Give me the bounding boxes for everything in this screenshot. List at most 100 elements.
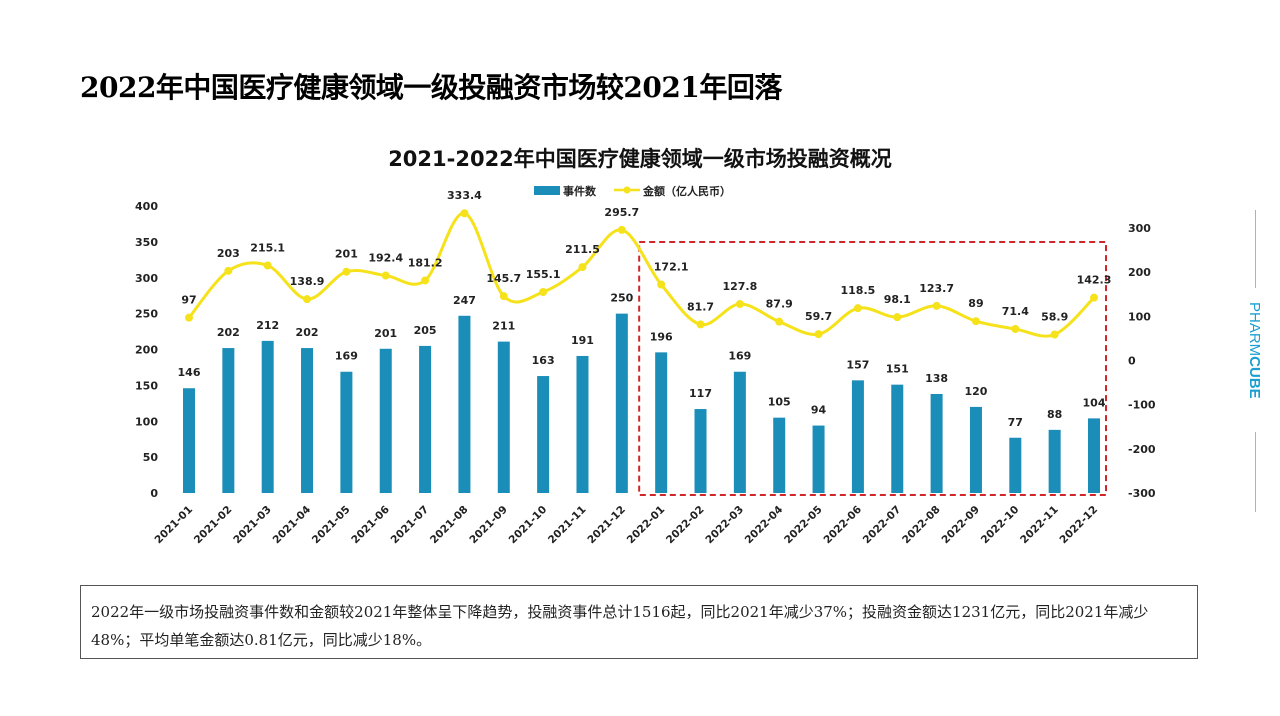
line-point (499, 292, 508, 301)
y-left-tick-label: 250 (135, 308, 158, 321)
bar (301, 348, 314, 493)
line-label: 123.7 (919, 282, 954, 295)
bar (1088, 418, 1100, 493)
line-label: 211.5 (565, 243, 600, 256)
line-point (421, 276, 430, 285)
x-tick-label: 2021-02 (192, 504, 235, 547)
x-tick-label: 2022-07 (861, 504, 904, 547)
bar-label: 196 (650, 330, 673, 343)
line-point (539, 287, 548, 296)
y-left-tick-label: 300 (135, 272, 158, 285)
line-point (735, 300, 744, 309)
x-tick-label: 2021-01 (153, 504, 196, 547)
y-left-tick-label: 0 (150, 487, 158, 500)
line-point (814, 330, 823, 339)
line-label: 138.9 (290, 275, 325, 288)
line-point (893, 313, 902, 322)
line-label: 118.5 (841, 284, 876, 297)
y-left-tick-label: 150 (135, 379, 158, 392)
legend-label-events: 事件数 (563, 184, 597, 198)
bar-label: 104 (1083, 396, 1106, 409)
x-tick-label: 2022-02 (664, 504, 707, 547)
line-label: 333.4 (447, 189, 482, 202)
line-point (578, 263, 587, 272)
bar-label: 94 (811, 404, 827, 417)
line-label: 97 (181, 294, 196, 307)
x-tick-label: 2022-08 (900, 504, 943, 547)
bar-label: 169 (335, 350, 358, 363)
line-label: 192.4 (368, 252, 403, 265)
bar (930, 393, 943, 493)
bar-label: 211 (492, 320, 515, 333)
bar (379, 348, 392, 493)
x-tick-label: 2021-11 (546, 504, 589, 547)
bar (1009, 437, 1022, 493)
line-point (224, 266, 233, 275)
line-point (303, 295, 312, 304)
bar (537, 376, 550, 493)
bar (222, 348, 235, 493)
line-label: 145.7 (486, 272, 521, 285)
bar-label: 247 (453, 294, 476, 307)
amount-line (187, 211, 1096, 338)
y-right-tick-label: 0 (1128, 355, 1136, 368)
bar (733, 371, 746, 493)
bar (851, 380, 864, 493)
x-tick-label: 2021-04 (271, 504, 314, 547)
bar-label: 201 (374, 327, 397, 340)
y-left-tick-label: 50 (143, 451, 159, 464)
bar (615, 313, 628, 493)
bar-label: 151 (886, 363, 909, 376)
bar (773, 417, 786, 493)
bar (261, 340, 274, 493)
bar (576, 355, 589, 493)
bar-label: 120 (964, 385, 987, 398)
bar (694, 409, 707, 493)
bar (419, 345, 432, 493)
x-tick-label: 2022-05 (782, 504, 825, 547)
bar-label: 105 (768, 396, 791, 409)
line-label: 89 (968, 297, 983, 310)
bar-label: 146 (178, 366, 201, 379)
y-right-tick-label: -300 (1128, 487, 1156, 500)
x-tick-label: 2022-03 (703, 504, 746, 547)
y-left-tick-label: 200 (135, 344, 158, 357)
x-tick-label: 2022-09 (940, 504, 983, 547)
chart-title: 2021-2022年中国医疗健康领域一级市场投融资概况 (388, 147, 892, 171)
bar (655, 352, 668, 493)
line-label: 81.7 (687, 300, 714, 313)
x-tick-label: 2022-10 (979, 504, 1022, 547)
line-label: 59.7 (805, 310, 832, 323)
line-label: 58.9 (1041, 310, 1068, 323)
bar-label: 250 (610, 292, 633, 305)
x-tick-label: 2021-03 (231, 504, 274, 547)
line-point (1090, 293, 1098, 302)
x-tick-label: 2021-08 (428, 504, 471, 547)
x-tick-label: 2021-05 (310, 504, 353, 547)
line-point (185, 313, 193, 322)
brand-divider-top (1255, 210, 1256, 288)
line-label: 203 (217, 247, 240, 260)
bar-label: 202 (296, 326, 319, 339)
line-point (1011, 324, 1020, 333)
x-tick-label: 2021-12 (585, 504, 628, 547)
legend-bar-swatch (534, 186, 560, 195)
legend: 事件数 金额（亿人民币） (534, 184, 731, 198)
summary-note: 2022年一级市场投融资事件数和金额较2021年整体呈下降趋势，投融资事件总计1… (80, 585, 1198, 659)
line-label: 295.7 (604, 206, 639, 219)
line-point (342, 267, 351, 276)
bar (183, 388, 195, 493)
line-label: 87.9 (766, 298, 793, 311)
line-point (853, 304, 862, 313)
legend-line-marker (623, 186, 631, 194)
brand-divider-bottom (1255, 432, 1256, 512)
legend-label-amount: 金额（亿人民币） (642, 184, 731, 198)
line-point (696, 320, 705, 329)
line-point (460, 209, 469, 218)
pharmcube-logo: PHARMCUBE (1246, 302, 1263, 399)
bar-label: 191 (571, 334, 594, 347)
x-tick-label: 2022-11 (1018, 504, 1061, 547)
x-tick-label: 2022-04 (743, 504, 786, 547)
bar-label: 77 (1008, 416, 1023, 429)
y-right-tick-label: -200 (1128, 443, 1156, 456)
